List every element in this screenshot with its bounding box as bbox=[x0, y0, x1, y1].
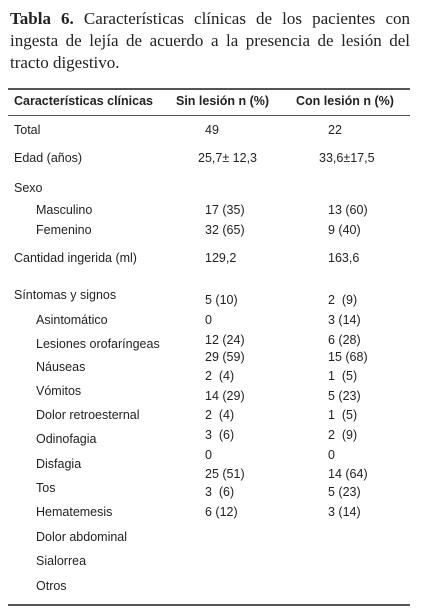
row-label: Dolor retroesternal bbox=[36, 408, 140, 422]
bottom-rule bbox=[8, 604, 410, 606]
cell-sin-lesion: 3 (6) bbox=[205, 428, 235, 442]
cell-sin-lesion: 0 bbox=[205, 313, 212, 327]
row-label: Vómitos bbox=[36, 384, 82, 398]
row-label: Total bbox=[14, 123, 41, 137]
cell-con-lesion: 1 (5) bbox=[328, 408, 358, 422]
cell-sin-lesion: 2 (4) bbox=[205, 408, 235, 422]
cell-con-lesion: 0 bbox=[328, 448, 335, 462]
row-label: Hematemesis bbox=[36, 505, 113, 519]
cell-sin-lesion: 32 (65) bbox=[205, 223, 245, 237]
cell-con-lesion: 3 (14) bbox=[328, 505, 361, 519]
row-label: Femenino bbox=[36, 223, 92, 237]
cell-sin-lesion: 129,2 bbox=[205, 251, 237, 265]
cell-con-lesion: 2 (9) bbox=[328, 428, 358, 442]
cell-con-lesion: 33,6±17,5 bbox=[319, 151, 375, 165]
row-label: Dolor abdominal bbox=[36, 530, 128, 544]
cell-sin-lesion: 17 (35) bbox=[205, 203, 245, 217]
cell-con-lesion: 6 (28) bbox=[328, 333, 361, 347]
cell-con-lesion: 1 (5) bbox=[328, 369, 358, 383]
cell-sin-lesion: 14 (29) bbox=[205, 389, 245, 403]
cell-con-lesion: 5 (23) bbox=[328, 485, 361, 499]
row-label: Asintomático bbox=[36, 313, 108, 327]
top-rule bbox=[8, 88, 410, 90]
cell-sin-lesion: 2 (4) bbox=[205, 369, 235, 383]
row-label: Síntomas y signos bbox=[14, 288, 117, 302]
column-header: Características clínicas bbox=[14, 94, 153, 108]
cell-sin-lesion: 0 bbox=[205, 448, 212, 462]
cell-con-lesion: 2 (9) bbox=[328, 293, 358, 307]
cell-sin-lesion: 25,7± 12,3 bbox=[198, 151, 257, 165]
cell-con-lesion: 22 bbox=[328, 123, 342, 137]
row-label: Disfagia bbox=[36, 457, 82, 471]
cell-sin-lesion: 3 (6) bbox=[205, 485, 235, 499]
row-label: Edad (años) bbox=[14, 151, 83, 165]
cell-sin-lesion: 29 (59) bbox=[205, 350, 245, 364]
row-label: Lesiones orofaríngeas bbox=[36, 337, 160, 351]
cell-sin-lesion: 6 (12) bbox=[205, 505, 238, 519]
cell-sin-lesion: 12 (24) bbox=[205, 333, 245, 347]
cell-sin-lesion: 5 (10) bbox=[205, 293, 238, 307]
cell-sin-lesion: 25 (51) bbox=[205, 467, 245, 481]
cell-con-lesion: 14 (64) bbox=[328, 467, 368, 481]
cell-sin-lesion: 49 bbox=[205, 123, 219, 137]
column-header: Sin lesión n (%) bbox=[176, 94, 270, 108]
cell-con-lesion: 163,6 bbox=[328, 251, 360, 265]
cell-con-lesion: 15 (68) bbox=[328, 350, 368, 364]
column-header: Con lesión n (%) bbox=[296, 94, 394, 108]
row-label: Sialorrea bbox=[36, 554, 87, 568]
row-label: Masculino bbox=[36, 203, 93, 217]
cell-con-lesion: 3 (14) bbox=[328, 313, 361, 327]
row-label: Odinofagia bbox=[36, 432, 97, 446]
caption: Tabla 6. Características clínicas de los… bbox=[10, 8, 410, 74]
header-rule bbox=[8, 115, 410, 116]
caption-label: Tabla 6. bbox=[10, 9, 74, 28]
cell-con-lesion: 5 (23) bbox=[328, 389, 361, 403]
cell-con-lesion: 13 (60) bbox=[328, 203, 368, 217]
row-label: Otros bbox=[36, 579, 67, 593]
caption-text: Características clínicas de los paciente… bbox=[10, 9, 410, 72]
row-label: Sexo bbox=[14, 181, 43, 195]
cell-con-lesion: 9 (40) bbox=[328, 223, 361, 237]
row-label: Cantidad ingerida (ml) bbox=[14, 251, 137, 265]
row-label: Náuseas bbox=[36, 360, 86, 374]
row-label: Tos bbox=[36, 481, 56, 495]
